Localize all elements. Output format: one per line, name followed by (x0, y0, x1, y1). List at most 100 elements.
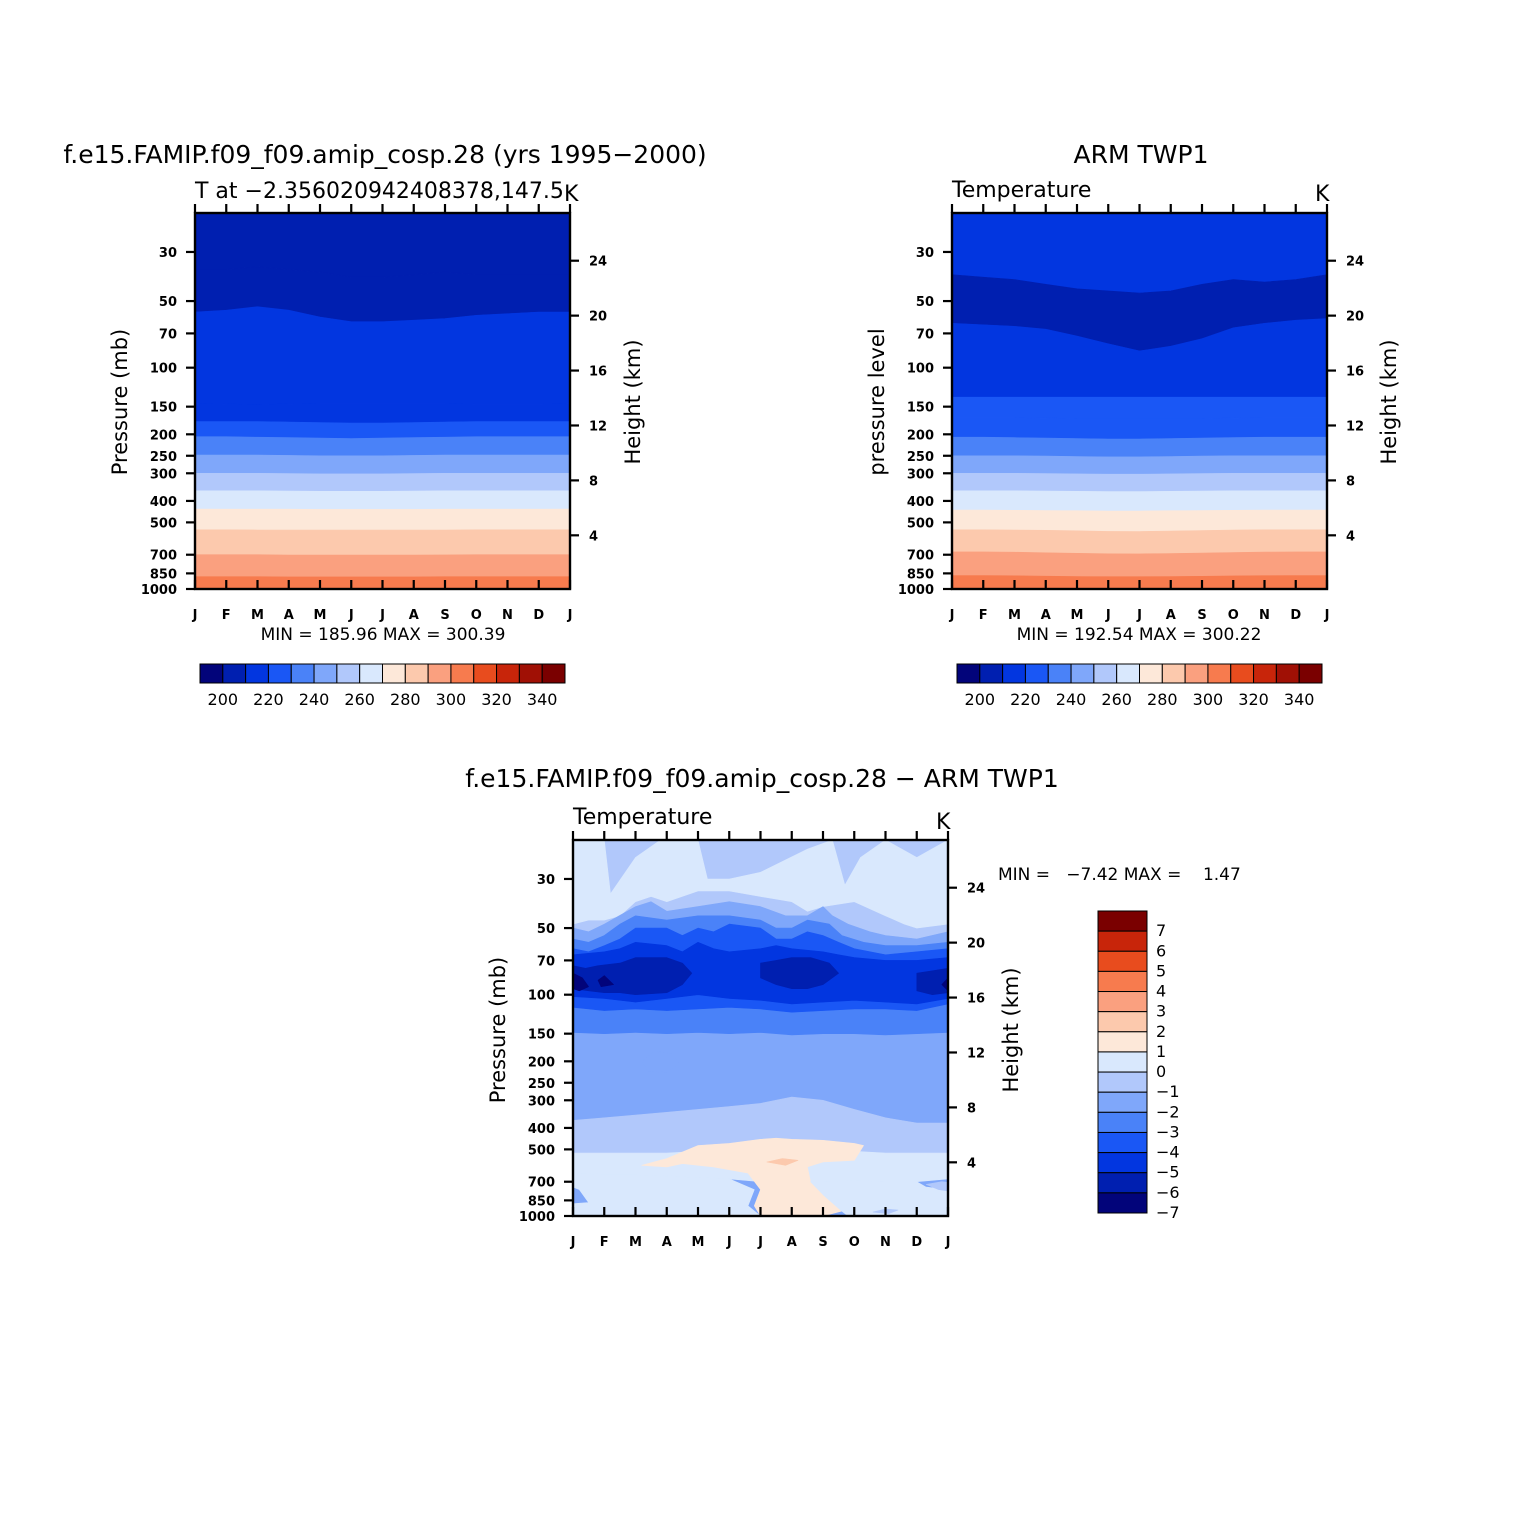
model-x-tick-label: F (222, 608, 231, 623)
model-height-axis-label: Height (km) (621, 339, 645, 464)
obs-colorbar-box (1275, 663, 1300, 684)
difference-height-tick-label: 24 (967, 882, 985, 897)
obs-colorbar-label: 340 (1284, 690, 1315, 709)
obs-colorbar-box (1070, 663, 1095, 684)
model-colorbar-box (541, 663, 566, 684)
obs-colorbar-box (1207, 663, 1232, 684)
obs-colorbar-box (1161, 663, 1186, 684)
obs-colorbar-box (979, 663, 1004, 684)
difference-x-tick-label: M (692, 1235, 705, 1250)
difference-colorbar-label: 6 (1156, 941, 1166, 960)
obs-colorbar-box (1184, 663, 1209, 684)
difference-colorbar-label: −4 (1156, 1143, 1180, 1162)
difference-subtitle: Temperature (572, 805, 712, 830)
obs-contour-band (952, 396, 1327, 419)
obs-x-tick-label: S (1197, 608, 1206, 623)
model-colorbar-box (496, 663, 520, 684)
obs-contour-band (952, 529, 1327, 555)
difference-x-tick-label: D (911, 1235, 922, 1250)
difference-contour-region (916, 967, 948, 996)
model-x-tick-label: S (440, 608, 449, 623)
obs-pressure-tick-label: 150 (907, 401, 934, 416)
obs-subtitle: Temperature (951, 178, 1091, 203)
obs-plot-frame (950, 211, 1329, 591)
model-pressure-tick-label: 850 (150, 567, 177, 582)
obs-contour-band (952, 509, 1327, 532)
obs-height-tick-label: 12 (1346, 419, 1364, 434)
model-pressure-tick-label: 1000 (141, 583, 177, 598)
model-colorbar-box (518, 663, 543, 684)
obs-x-tick-label: J (1105, 608, 1111, 623)
obs-y-axis-label: pressure level (865, 328, 889, 475)
model-contour-band (195, 306, 570, 406)
model-x-tick-label: D (533, 608, 544, 623)
obs-height-axis-label: Height (km) (1377, 339, 1401, 464)
obs-contour-band (952, 436, 1327, 458)
model-colorbar-box (336, 663, 361, 684)
model-height-tick-label: 4 (589, 529, 598, 544)
difference-pressure-tick-label: 50 (537, 922, 555, 937)
difference-contour-region (925, 1181, 948, 1192)
obs-height-tick-label: 16 (1346, 365, 1364, 380)
difference-pressure-tick-label: 100 (528, 989, 555, 1004)
obs-units: K (1315, 182, 1330, 207)
difference-x-tick-label: N (880, 1235, 891, 1250)
model-x-tick-label: N (502, 608, 513, 623)
obs-colorbar-box (1002, 663, 1026, 684)
model-pressure-tick-label: 30 (159, 246, 177, 261)
model-colorbar-box (199, 663, 224, 684)
model-colorbar-label: 300 (436, 690, 467, 709)
obs-pressure-tick-label: 500 (907, 516, 934, 531)
model-colorbar-label: 240 (299, 690, 330, 709)
obs-contour-plot: J F M A M J J A S O N D J 30 50 70 100 150 200 250 300 400 500… (898, 204, 1364, 623)
model-colorbar-label: 200 (208, 690, 239, 709)
difference-colorbar-box (1097, 1111, 1148, 1133)
model-x-tick-label: M (314, 608, 327, 623)
model-x-tick-label: J (348, 608, 354, 623)
difference-colorbar-box (1097, 1152, 1148, 1174)
obs-contour-band (952, 417, 1327, 440)
obs-colorbar-box (1116, 663, 1140, 684)
difference-height-axis-label: Height (km) (999, 967, 1023, 1092)
model-pressure-tick-label: 100 (150, 362, 177, 377)
difference-x-tick-label: A (787, 1235, 797, 1250)
model-contour-band (195, 436, 570, 457)
difference-colorbar-label: −5 (1156, 1163, 1180, 1182)
obs-contour-band (952, 455, 1327, 475)
obs-colorbar-label: 260 (1101, 690, 1132, 709)
obs-pressure-tick-label: 400 (907, 495, 934, 510)
model-x-tick-label: A (284, 608, 294, 623)
difference-contour-region (573, 1172, 761, 1216)
difference-colorbar-box (1097, 1131, 1148, 1154)
difference-colorbar-label: −1 (1156, 1082, 1180, 1101)
difference-pressure-tick-label: 850 (528, 1194, 555, 1209)
difference-units: K (936, 810, 951, 835)
obs-pressure-tick-label: 850 (907, 567, 934, 582)
difference-colorbar-label: 1 (1156, 1042, 1166, 1061)
difference-pressure-tick-label: 250 (528, 1077, 555, 1092)
obs-x-tick-label: A (1041, 608, 1051, 623)
obs-colorbar-box (1298, 663, 1323, 684)
obs-colorbar-label: 280 (1147, 690, 1178, 709)
model-height-tick-label: 8 (589, 474, 598, 489)
model-x-tick-label: A (409, 608, 419, 623)
difference-pressure-tick-label: 700 (528, 1176, 555, 1191)
difference-colorbar-label: −6 (1156, 1183, 1180, 1202)
difference-colorbar-label: 3 (1156, 1002, 1166, 1021)
difference-y-axis-label: Pressure (mb) (486, 957, 510, 1104)
model-pressure-tick-label: 500 (150, 516, 177, 531)
difference-pressure-tick-label: 150 (528, 1028, 555, 1043)
model-colorbar-box (427, 663, 452, 684)
obs-x-tick-label: M (1008, 608, 1021, 623)
difference-contour-plot: J F M A M J J A S O N D J 30 50 70 100 150 200 250 300 400 500… (519, 831, 985, 1250)
obs-colorbar-box (1093, 663, 1118, 684)
difference-height-tick-label: 16 (967, 992, 985, 1007)
obs-colorbar-label: 300 (1193, 690, 1224, 709)
difference-pressure-tick-label: 500 (528, 1143, 555, 1158)
difference-colorbar-label: −3 (1156, 1122, 1180, 1141)
difference-contour-region (597, 975, 614, 988)
model-y-axis-label: Pressure (mb) (108, 329, 132, 476)
difference-colorbar-label: −2 (1156, 1102, 1180, 1121)
model-colorbar: 200 220 240 260 280 300 320 340 (199, 663, 566, 709)
difference-colorbar-box (1097, 1051, 1148, 1073)
